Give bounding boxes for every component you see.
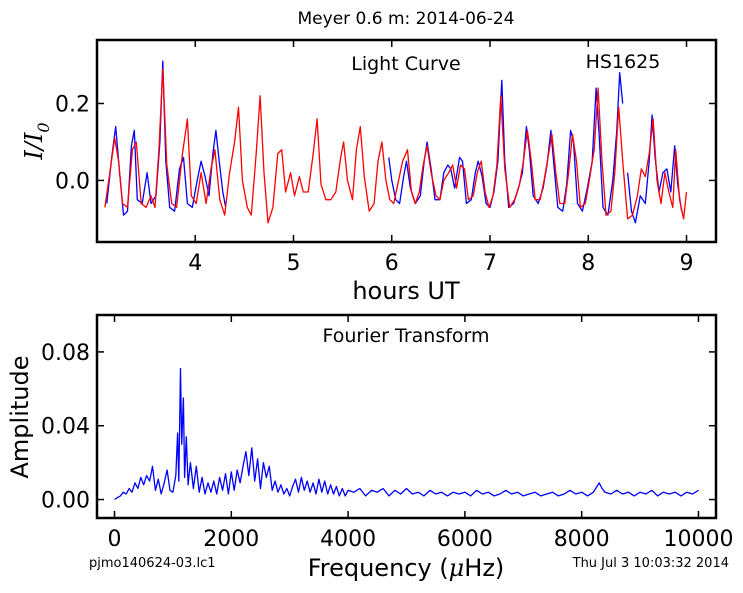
fourier-x-axis-label: Frequency (μHz) [308, 554, 505, 582]
light-curve-panel: 4 5 6 7 8 9 0.0 0.2 Light Curve HS1625 hours UT… [20, 38, 718, 305]
fourier-x-tick-label: 4000 [320, 527, 376, 552]
light-curve-axes-frame [95, 38, 718, 244]
light-curve-red-series [104, 68, 688, 224]
fourier-x-tick-label: 6000 [437, 527, 493, 552]
fourier-y-tick-label: 0.00 [41, 489, 90, 514]
light-curve-blue-series [388, 72, 624, 216]
footer-timestamp: Thu Jul 3 10:03:32 2014 [572, 556, 729, 571]
light-curve-y-axis-label: I/I0 [20, 122, 53, 160]
fourier-axes-frame [95, 313, 718, 520]
light-curve-star-label: HS1625 [586, 51, 661, 73]
fourier-y-tick-label: 0.04 [41, 415, 90, 440]
light-curve-title: Light Curve [351, 53, 461, 75]
fourier-title: Fourier Transform [322, 325, 489, 347]
light-curve-ticks: 4 5 6 7 8 9 0.0 0.2 [55, 40, 716, 276]
light-curve-x-tick-label: 9 [680, 251, 694, 276]
fourier-x-tick-label: 8000 [554, 527, 610, 552]
fourier-blue-series [114, 367, 699, 501]
fourier-x-tick-label: 0 [108, 527, 122, 552]
figure-title: Meyer 0.6 m: 2014-06-24 [298, 9, 515, 29]
fourier-ticks: 0 2000 4000 6000 8000 10000 0.00 0.04 0.08 [41, 315, 733, 552]
light-curve-x-axis-label: hours UT [352, 277, 460, 305]
light-curve-x-tick-label: 5 [287, 251, 301, 276]
light-curve-plot-area [104, 60, 688, 224]
light-curve-y-axis-label-subscript: 0 [34, 122, 53, 132]
light-curve-x-tick-label: 7 [483, 251, 497, 276]
fourier-x-tick-label: 2000 [203, 527, 259, 552]
light-curve-y-tick-label: 0.0 [55, 169, 90, 194]
light-curve-blue-series [106, 60, 227, 216]
light-curve-y-tick-label: 0.2 [55, 92, 90, 117]
fourier-x-tick-label: 10000 [663, 527, 733, 552]
light-curve-x-tick-label: 4 [188, 251, 202, 276]
fourier-panel: 0 2000 4000 6000 8000 10000 0.00 0.04 0.08 Fouri… [6, 313, 733, 582]
light-curve-x-tick-label: 8 [581, 251, 595, 276]
fourier-y-axis-label: Amplitude [6, 356, 34, 479]
light-curve-blue-series [626, 114, 683, 224]
fourier-plot-area [114, 367, 699, 501]
fourier-y-tick-label: 0.08 [41, 341, 90, 366]
footer-filename: pjmo140624-03.lc1 [89, 556, 216, 571]
light-curve-x-tick-label: 6 [385, 251, 399, 276]
